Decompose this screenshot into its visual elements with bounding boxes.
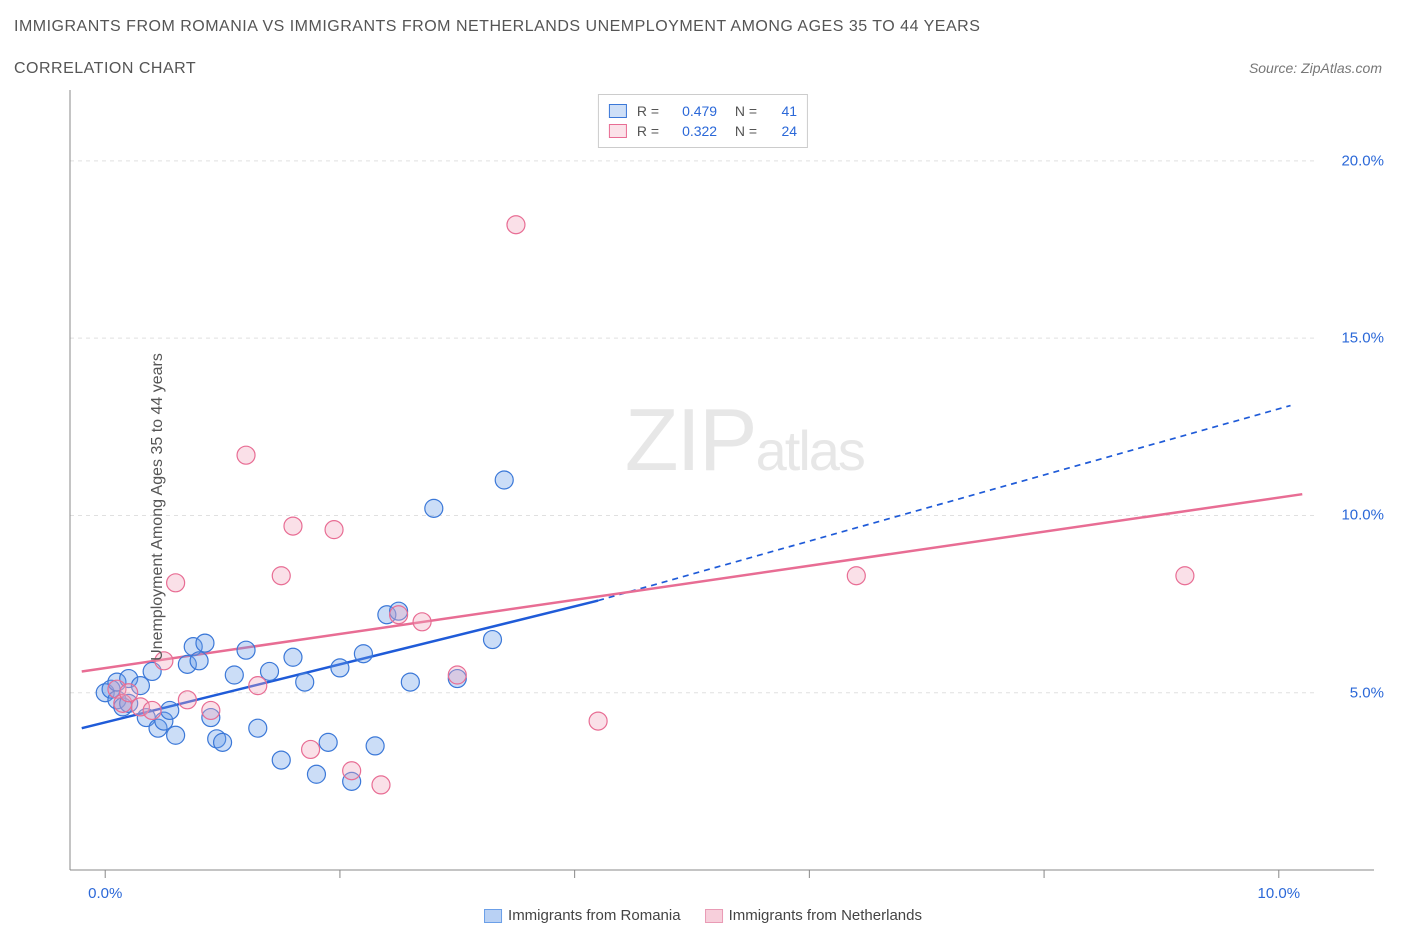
legend-item: Immigrants from Romania [484, 907, 681, 924]
legend-swatch [609, 104, 627, 118]
y-tick-label: 15.0% [1341, 330, 1384, 347]
legend-swatch [705, 909, 723, 923]
y-tick-label: 10.0% [1341, 507, 1384, 524]
x-tick-label: 10.0% [1258, 885, 1301, 902]
stat-n-value: 24 [767, 121, 797, 141]
legend-swatch [484, 909, 502, 923]
y-tick-label: 20.0% [1341, 152, 1384, 169]
stat-r-value: 0.322 [669, 121, 717, 141]
legend-stat-row: R = 0.322 N = 24 [609, 121, 797, 141]
x-tick-label: 0.0% [88, 885, 122, 902]
stat-n-label: N = [727, 101, 757, 121]
stat-r-value: 0.479 [669, 101, 717, 121]
chart-container: Unemployment Among Ages 35 to 44 years Z… [14, 90, 1392, 924]
stat-n-label: N = [727, 121, 757, 141]
chart-title-line1: IMMIGRANTS FROM ROMANIA VS IMMIGRANTS FR… [14, 18, 980, 36]
legend-swatch [609, 124, 627, 138]
legend-label: Immigrants from Netherlands [729, 907, 922, 924]
legend-stats-box: R = 0.479 N = 41 R = 0.322 N = 24 [598, 94, 808, 148]
scatter-plot [14, 90, 1392, 924]
legend-bottom: Immigrants from Romania Immigrants from N… [484, 907, 922, 924]
y-tick-label: 5.0% [1350, 684, 1384, 701]
y-axis-label: Unemployment Among Ages 35 to 44 years [149, 353, 167, 661]
chart-title-line2: CORRELATION CHART [14, 60, 196, 78]
source-label: Source: ZipAtlas.com [1249, 60, 1382, 76]
legend-label: Immigrants from Romania [508, 907, 681, 924]
legend-item: Immigrants from Netherlands [705, 907, 922, 924]
stat-r-label: R = [637, 121, 659, 141]
stat-r-label: R = [637, 101, 659, 121]
legend-stat-row: R = 0.479 N = 41 [609, 101, 797, 121]
stat-n-value: 41 [767, 101, 797, 121]
